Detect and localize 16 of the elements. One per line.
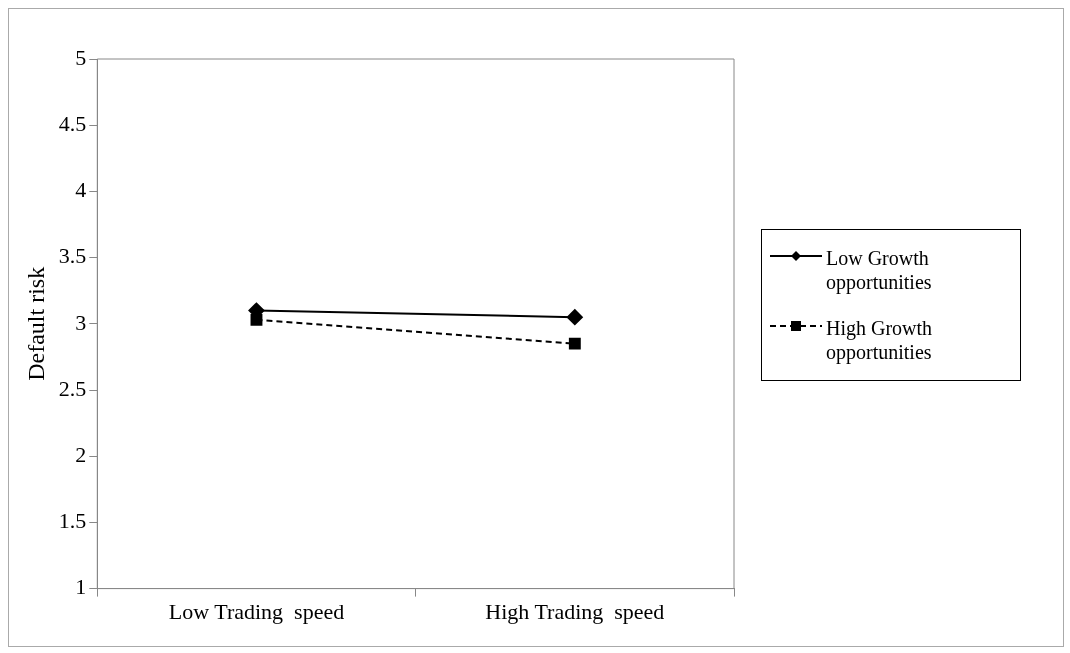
point bbox=[568, 337, 581, 350]
y-tick-label: 2 bbox=[75, 441, 87, 467]
y-tick-label: 1 bbox=[75, 574, 87, 600]
x-tick-label: High Trading speed bbox=[485, 598, 665, 624]
y-tick-label: 2.5 bbox=[58, 375, 87, 401]
y-tick-label: 4.5 bbox=[58, 110, 87, 136]
y-tick-label: 3.5 bbox=[58, 243, 87, 269]
y-tick-label: 1.5 bbox=[58, 508, 87, 534]
y-axis-title: Default risk bbox=[22, 266, 49, 381]
y-tick-label: 3 bbox=[75, 309, 87, 335]
legend-label: Low Growth opportunities bbox=[826, 246, 933, 294]
y-tick-label: 5 bbox=[75, 44, 87, 70]
legend-label: High Growth opportunities bbox=[826, 316, 934, 364]
y-tick-label: 4 bbox=[75, 177, 87, 203]
x-tick-label: Low Trading speed bbox=[168, 598, 345, 624]
point bbox=[566, 309, 583, 326]
